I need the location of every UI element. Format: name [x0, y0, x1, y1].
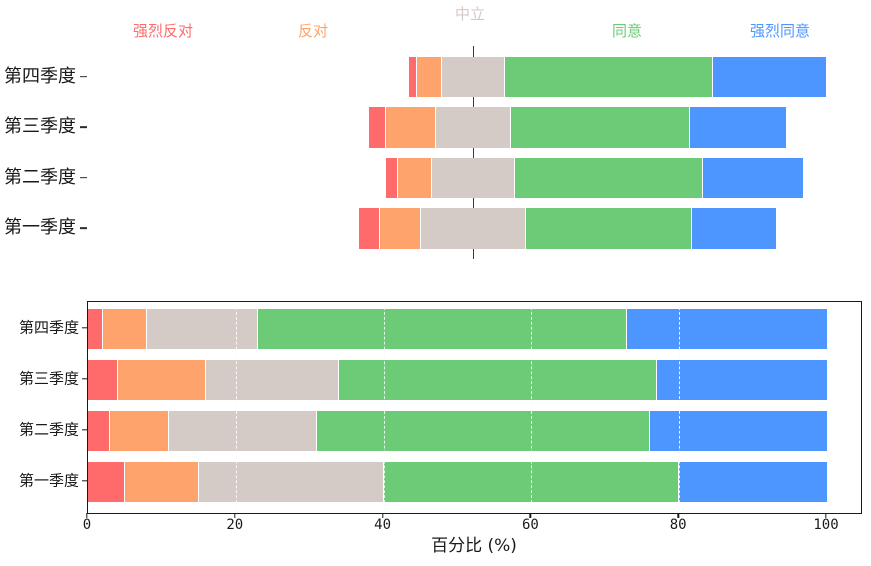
segment-strongly-agree: [679, 462, 827, 502]
x-tick-label: 100: [813, 517, 839, 533]
x-tick-mark: [86, 513, 88, 518]
segment-neutral: [147, 309, 258, 349]
segment-agree: [339, 360, 657, 400]
segment-agree: [257, 309, 628, 349]
segment-strongly-disagree: [369, 107, 386, 148]
stacked-bar-row: [88, 360, 827, 400]
stacked-bar-row: [88, 411, 827, 451]
segment-strongly-disagree: [88, 462, 125, 502]
y-tick-mark: [80, 176, 87, 179]
y-axis-label: 第一季度: [4, 217, 76, 239]
segment-agree: [504, 56, 714, 97]
gridline: [235, 302, 237, 513]
likert-bar-row: [408, 56, 826, 97]
segment-disagree: [379, 208, 422, 249]
x-tick-mark: [234, 513, 236, 518]
x-tick-label: 80: [669, 517, 687, 533]
x-tick-label: 20: [226, 517, 244, 533]
segment-strongly-agree: [690, 107, 787, 148]
y-axis-label: 第三季度: [4, 116, 76, 138]
segment-strongly-disagree: [88, 411, 111, 451]
segment-strongly-disagree: [358, 208, 380, 249]
y-axis-label: 第二季度: [4, 166, 76, 188]
legend-label-strongly-disagree: 强烈反对: [132, 22, 194, 40]
segment-agree: [525, 208, 693, 249]
segment-disagree: [117, 360, 207, 400]
y-tick-mark: [81, 378, 87, 380]
segment-disagree: [102, 309, 148, 349]
segment-disagree: [398, 157, 432, 198]
segment-strongly-agree: [627, 309, 827, 349]
y-axis-label: 第三季度: [18, 369, 79, 388]
y-axis-label: 第四季度: [18, 318, 79, 337]
segment-disagree: [417, 56, 443, 97]
segment-neutral: [206, 360, 340, 400]
y-tick-mark: [80, 227, 87, 230]
stacked-bar-row: [88, 462, 827, 502]
x-tick-label: 40: [374, 517, 392, 533]
segment-agree: [515, 157, 703, 198]
segment-neutral: [431, 157, 516, 198]
gridline: [383, 302, 385, 513]
segment-strongly-agree: [713, 56, 826, 97]
x-tick-mark: [825, 513, 827, 518]
segment-agree: [383, 462, 680, 502]
legend-label-disagree: 反对: [297, 22, 329, 40]
y-axis-label: 第二季度: [18, 420, 79, 439]
segment-strongly-disagree: [408, 56, 418, 97]
x-tick-mark: [381, 513, 384, 518]
y-axis-label: 第一季度: [18, 471, 79, 490]
likert-bar-row: [385, 157, 803, 198]
segment-agree: [511, 107, 691, 148]
segment-strongly-disagree: [385, 157, 399, 198]
x-tick-mark: [529, 513, 532, 518]
segment-strongly-agree: [657, 360, 827, 400]
y-tick-mark: [80, 126, 87, 129]
segment-neutral: [421, 208, 526, 249]
segment-strongly-agree: [702, 157, 803, 198]
y-tick-mark: [81, 327, 87, 329]
x-tick-label: 0: [82, 517, 92, 533]
y-tick-mark: [81, 480, 87, 482]
segment-agree: [317, 411, 650, 451]
y-tick-mark: [80, 75, 87, 78]
segment-disagree: [124, 462, 199, 502]
likert-bar-row: [358, 208, 776, 249]
gridline: [679, 302, 681, 513]
segment-strongly-agree: [692, 208, 776, 249]
x-tick-mark: [677, 513, 679, 518]
x-axis-label: 百分比 (%): [431, 536, 517, 556]
legend-label-strongly-agree: 强烈同意: [749, 22, 811, 40]
y-tick-mark: [81, 429, 87, 431]
legend-label-neutral: 中立: [454, 5, 486, 23]
neutral-center-line: [472, 46, 475, 259]
segment-disagree: [385, 107, 436, 148]
segment-disagree: [110, 411, 170, 451]
x-tick-label: 60: [521, 517, 539, 533]
segment-strongly-disagree: [88, 360, 118, 400]
y-axis-label: 第四季度: [4, 65, 76, 87]
segment-strongly-agree: [649, 411, 827, 451]
segment-neutral: [442, 56, 505, 97]
legend-label-agree: 同意: [611, 22, 643, 40]
stacked-bar-row: [88, 309, 827, 349]
likert-bar-row: [369, 107, 787, 148]
gridline: [531, 302, 533, 513]
plot-area: [87, 301, 862, 514]
segment-strongly-disagree: [88, 309, 103, 349]
segment-neutral: [198, 462, 384, 502]
segment-neutral: [169, 411, 318, 451]
segment-neutral: [435, 107, 511, 148]
gridline: [827, 302, 828, 513]
